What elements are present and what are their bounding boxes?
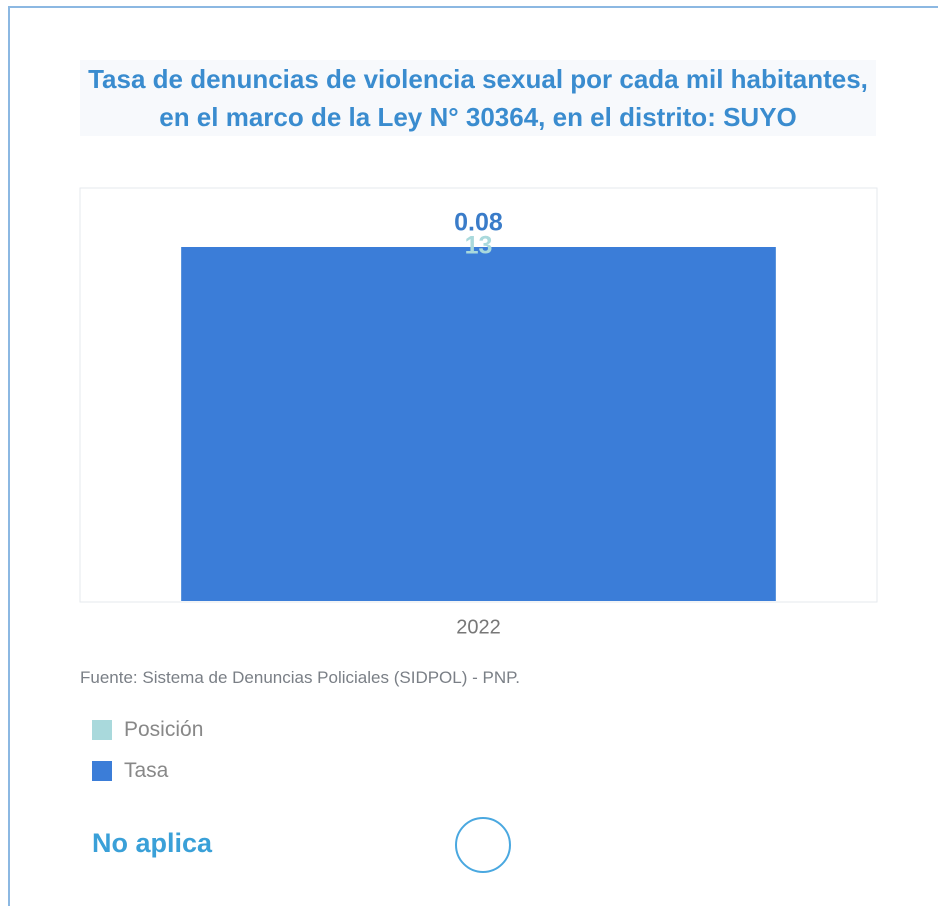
chart: 2022 130.08 <box>79 187 878 638</box>
x-tick-label: 2022 <box>456 616 501 638</box>
legend-item: Posición <box>92 718 203 742</box>
data-label: 0.08 <box>454 209 503 237</box>
legend-label: Tasa <box>124 759 169 782</box>
status-icon <box>455 817 511 873</box>
legend-swatch <box>92 761 112 781</box>
source-note: Fuente: Sistema de Denuncias Policiales … <box>80 668 520 687</box>
status-text: No aplica <box>92 828 213 858</box>
bar <box>181 247 776 601</box>
chart-title: Tasa de denuncias de violencia sexual po… <box>80 60 876 136</box>
legend-swatch <box>92 720 112 740</box>
card <box>8 6 938 906</box>
legend-item: Tasa <box>92 759 168 783</box>
legend-label: Posición <box>124 718 204 741</box>
data-label: 13 <box>465 232 493 260</box>
